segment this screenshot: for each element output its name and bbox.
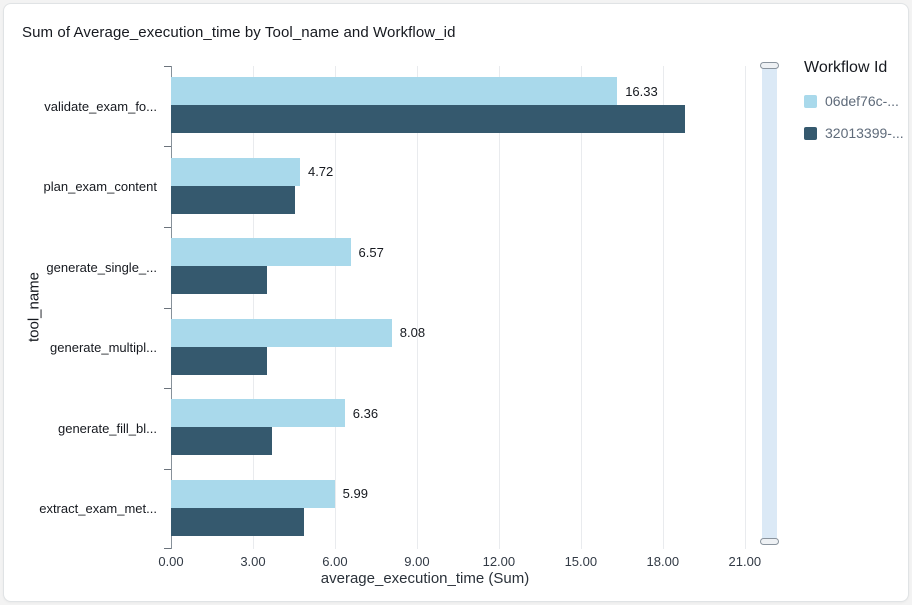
legend-swatch	[804, 94, 817, 108]
gridline	[662, 66, 664, 549]
bar-series-0[interactable]	[171, 399, 345, 427]
bar-value-label: 5.99	[342, 486, 368, 501]
category-label: validate_exam_fo...	[44, 98, 157, 114]
legend-swatch	[804, 126, 817, 140]
x-axis-tick-label: 6.00	[322, 554, 348, 569]
bar-value-label: 4.72	[307, 164, 334, 179]
y-axis-tick	[164, 66, 171, 67]
bar-series-0[interactable]	[171, 238, 351, 266]
gridline	[252, 66, 254, 549]
gridline	[744, 66, 746, 549]
bar-series-0[interactable]	[171, 479, 335, 508]
bar-value-label: 16.33	[625, 83, 658, 99]
bar-series-0[interactable]	[171, 318, 392, 347]
bar-series-1[interactable]	[171, 266, 267, 294]
category-row: 6.57	[171, 227, 753, 308]
y-axis-line	[171, 66, 172, 549]
x-axis-tick-label: 12.00	[482, 554, 516, 569]
x-axis-tick-label: 9.00	[404, 554, 430, 569]
y-axis-tick	[164, 307, 171, 309]
x-axis-tick-label: 3.00	[240, 554, 266, 569]
chart-card: Sum of Average_execution_time by Tool_na…	[3, 3, 909, 602]
category-label: generate_multipl...	[50, 340, 157, 356]
x-axis-tick-label: 0.00	[158, 554, 184, 569]
x-axis-title: average_execution_time (Sum)	[320, 570, 530, 587]
category-label: generate_single_...	[46, 259, 157, 275]
legend-item-series-1[interactable]: 32013399-...	[804, 125, 908, 141]
bar-series-1[interactable]	[171, 507, 304, 536]
legend-title: Workflow Id	[804, 59, 888, 76]
y-axis-ticks	[164, 66, 171, 549]
category-row: 4.72	[171, 147, 753, 228]
x-axis-tick-label: 21.00	[728, 554, 762, 569]
bar-series-1[interactable]	[171, 105, 685, 133]
axis-scrollbar-handle-bottom[interactable]	[760, 538, 779, 545]
plot-area: 16.33 4.72 6.57 8.08 6.36 5.99	[171, 66, 753, 549]
bar-series-0[interactable]	[171, 157, 300, 186]
legend-label: 32013399-...	[825, 125, 904, 141]
x-axis-tick-labels: 0.00 3.00 6.00 9.00 12.00 15.00 18.00 21.00	[158, 554, 761, 570]
gridline	[334, 66, 336, 549]
y-axis-tick	[164, 146, 171, 148]
category-row: 16.33	[171, 66, 753, 147]
y-axis-tick	[164, 387, 171, 389]
bar-value-label: 6.57	[358, 244, 384, 260]
x-axis-tick-label: 18.00	[646, 554, 680, 569]
category-row: 5.99	[171, 469, 753, 550]
legend-label: 06def76c-...	[825, 93, 899, 109]
bar-series-1[interactable]	[171, 346, 267, 375]
category-row: 6.36	[171, 388, 753, 469]
category-row: 8.08	[171, 308, 753, 389]
axis-scrollbar-handle-top[interactable]	[760, 62, 779, 69]
y-axis-tick	[164, 548, 171, 549]
bar-series-1[interactable]	[171, 427, 273, 455]
category-label: generate_fill_bl...	[57, 420, 157, 436]
bar-series-0[interactable]	[171, 77, 618, 105]
gridline	[416, 66, 418, 549]
x-axis-tick-label: 15.00	[564, 554, 598, 569]
axis-scrollbar-track[interactable]	[762, 68, 777, 542]
bar-value-label: 8.08	[399, 325, 426, 340]
bar-series-1[interactable]	[171, 185, 296, 214]
gridline	[580, 66, 582, 549]
legend-item-series-0[interactable]: 06def76c-...	[804, 93, 908, 109]
gridline	[498, 66, 500, 549]
bar-value-label: 6.36	[352, 405, 379, 421]
category-label: extract_exam_met...	[39, 501, 157, 517]
category-label: plan_exam_content	[43, 179, 157, 195]
chart-title: Sum of Average_execution_time by Tool_na…	[22, 24, 456, 41]
legend: Workflow Id 06def76c-... 32013399-...	[804, 59, 908, 141]
y-axis-tick	[164, 468, 171, 470]
y-axis-tick	[164, 226, 171, 228]
